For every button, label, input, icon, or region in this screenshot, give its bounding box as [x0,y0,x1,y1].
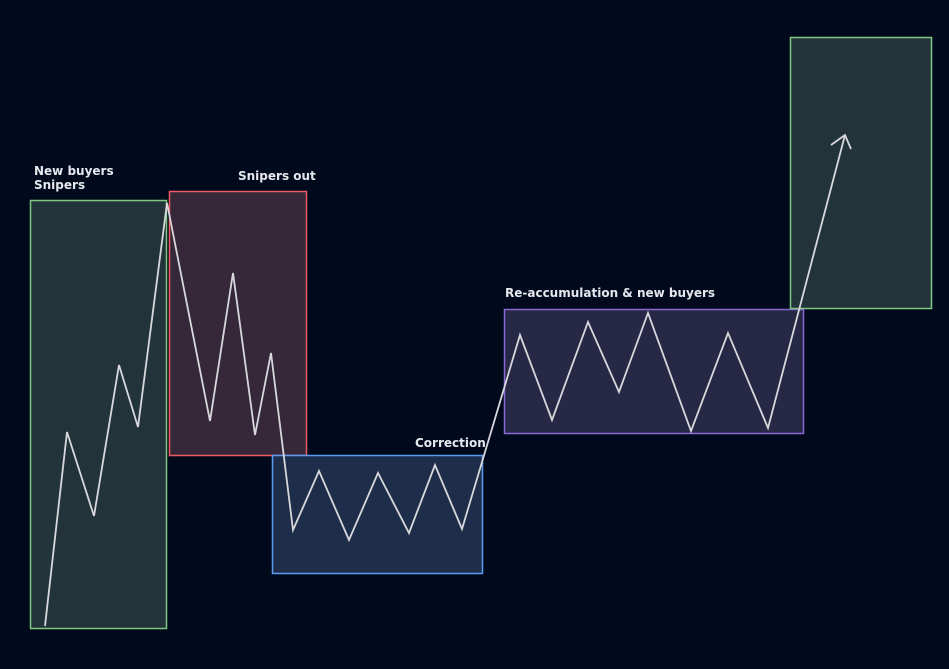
zone-snipers-out[interactable] [168,190,308,457]
label-correction: Correction [415,436,486,450]
zone-new-buyers[interactable] [29,199,168,630]
label-snipers: Snipers [34,178,86,192]
price-path-line[interactable] [44,134,846,627]
label-new-buyers: New buyers [34,164,114,178]
zone-target[interactable] [789,36,933,310]
arrow-head-icon [830,133,852,150]
label-reaccumulation: Re-accumulation & new buyers [505,286,716,300]
label-snipers-out: Snipers out [238,169,316,183]
